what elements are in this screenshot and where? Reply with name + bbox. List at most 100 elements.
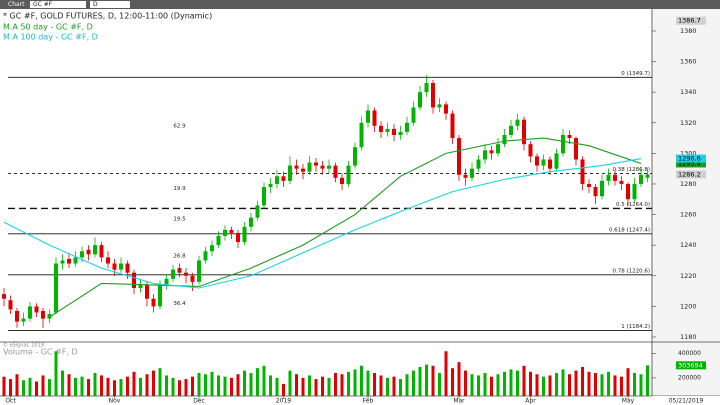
candle-body — [502, 134, 507, 145]
candle-body — [275, 176, 279, 184]
candle-body — [190, 275, 195, 282]
candle-body — [8, 300, 13, 310]
candle-body — [626, 183, 630, 200]
volume-bar — [470, 374, 474, 396]
candle-body — [606, 174, 611, 181]
candle-body — [268, 183, 273, 188]
candle-body — [424, 82, 429, 93]
candle-body — [645, 174, 650, 178]
candle-body — [483, 150, 487, 160]
candle-body — [600, 180, 604, 197]
candle-body — [632, 183, 637, 200]
volume-bar — [22, 380, 25, 396]
volume-bar — [633, 373, 636, 396]
volume-tick-label: 200000 — [678, 374, 701, 381]
annotation: 62.9 — [173, 123, 186, 129]
price-tag-label: 1386.7 — [678, 17, 701, 25]
volume-bar — [236, 374, 240, 396]
candle-body — [548, 159, 552, 169]
candle-body — [249, 217, 253, 227]
candle-body — [593, 187, 598, 197]
x-tick-label: Nov — [109, 398, 121, 405]
candle-body — [463, 174, 468, 178]
volume-bar — [522, 365, 526, 396]
volume-bar — [126, 376, 129, 396]
volume-bar — [360, 365, 363, 396]
candle-body — [210, 245, 214, 252]
candle-body — [197, 260, 201, 282]
candle-body — [216, 235, 221, 246]
candle-body — [262, 187, 266, 206]
volume-bar — [106, 377, 110, 396]
candle-body — [281, 176, 286, 181]
volume-bar — [334, 373, 337, 396]
volume-bar — [28, 377, 32, 396]
candle-body — [307, 162, 312, 172]
candle-body — [587, 183, 591, 188]
last-price-tag — [676, 170, 706, 179]
candle-body — [145, 284, 149, 299]
volume-bar — [620, 376, 623, 396]
candle-body — [353, 147, 357, 166]
volume-bar — [509, 369, 513, 396]
symbol-input[interactable] — [30, 1, 86, 8]
ma-tag — [676, 159, 706, 168]
volume-bar — [600, 374, 604, 396]
volume-bar — [535, 374, 539, 396]
volume-bar — [230, 377, 233, 396]
x-tick-label: Dec — [193, 398, 205, 405]
candle-body — [255, 205, 260, 218]
candle-body — [112, 263, 117, 270]
volume-bar — [613, 375, 617, 396]
interval-text: D — [93, 1, 98, 8]
fib-label: 0.5 (1264.0) — [616, 202, 650, 208]
volume-bar — [197, 373, 201, 396]
y-tick-label: 1320 — [680, 119, 697, 127]
interval-input[interactable] — [90, 1, 130, 8]
volume-bar — [243, 370, 246, 396]
symbol-text: GC #F — [33, 1, 53, 8]
candle-body — [288, 165, 292, 181]
volume-bar — [418, 366, 422, 396]
volume-tag-label: 303694 — [678, 361, 703, 369]
volume-bar — [113, 380, 116, 396]
volume-bar — [308, 375, 311, 396]
candle-body — [509, 125, 513, 135]
volume-bar — [93, 373, 97, 396]
volume-bar — [61, 370, 64, 396]
volume-bar — [9, 379, 12, 396]
candle-body — [405, 122, 409, 132]
x-tick-label: Apr — [525, 398, 536, 405]
volume-tag — [676, 361, 706, 370]
candle-body — [158, 284, 162, 307]
window-title: Chart — [8, 1, 25, 8]
candle-body — [333, 165, 338, 178]
fib-label: 0.78 (1220.6) — [612, 268, 650, 274]
volume-bar — [165, 375, 168, 396]
volume-bar — [249, 373, 253, 396]
volume-bar — [204, 374, 207, 396]
candle-body — [80, 251, 84, 258]
candle-body — [177, 268, 182, 273]
candle-body — [47, 314, 52, 319]
x-tick-label: Feb — [363, 398, 374, 405]
volume-bar — [574, 370, 578, 396]
last-price-tag-label: 1286.2 — [678, 170, 701, 178]
volume-bar — [412, 370, 415, 396]
candle-body — [580, 159, 585, 184]
candle-body — [132, 272, 136, 288]
candle-body — [164, 278, 169, 285]
volume-bar — [425, 364, 428, 396]
candle-body — [619, 180, 624, 184]
candle-body — [561, 134, 565, 154]
candle-body — [184, 272, 188, 276]
volume-bar — [139, 377, 142, 396]
volume-bar — [210, 371, 214, 396]
candle-body — [236, 232, 240, 243]
volume-bar — [496, 374, 500, 396]
volume-bar — [529, 371, 532, 396]
credit: © eSignal, 2019 — [3, 342, 44, 349]
candle-body — [242, 226, 247, 243]
legend-ma100: M.A 100 day - GC #F, D — [3, 33, 98, 42]
candle-body — [418, 92, 422, 108]
